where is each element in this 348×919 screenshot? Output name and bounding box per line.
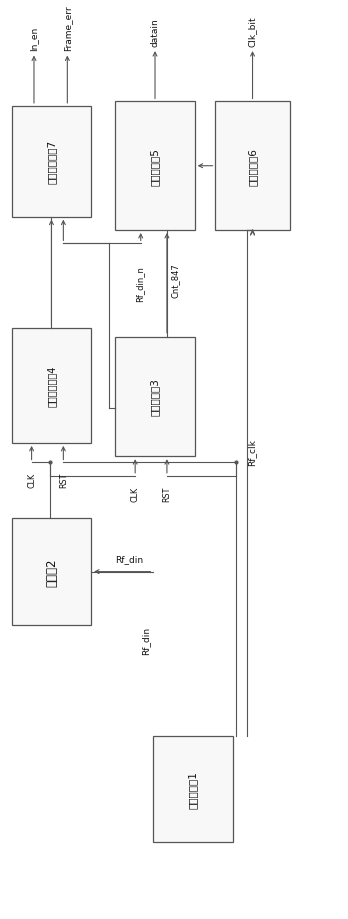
Text: Frame_err: Frame_err (63, 6, 72, 51)
Text: 数据帧指示器7: 数据帧指示器7 (46, 140, 56, 184)
Text: CLK: CLK (27, 472, 36, 488)
Text: 启动器2: 启动器2 (45, 558, 58, 586)
Bar (115, 102, 195, 231)
Text: Clk_bit: Clk_bit (248, 16, 257, 47)
Text: Cnt_847: Cnt_847 (171, 263, 180, 297)
Text: Rf_din: Rf_din (141, 626, 150, 654)
Text: In_en: In_en (30, 27, 39, 51)
Text: Rf_din: Rf_din (115, 554, 143, 563)
Bar (153, 736, 233, 843)
Text: RST: RST (163, 486, 172, 501)
Text: 数据解码器5: 数据解码器5 (150, 148, 160, 186)
Text: datain: datain (151, 17, 159, 47)
Text: 时钟产生器6: 时钟产生器6 (247, 148, 258, 186)
Bar (215, 102, 290, 231)
Text: RST: RST (59, 472, 68, 488)
Bar (12, 107, 91, 218)
Text: CLK: CLK (130, 486, 140, 501)
Bar (115, 337, 195, 457)
Text: Rf_clk: Rf_clk (247, 438, 256, 466)
Text: Rf_din_n: Rf_din_n (135, 266, 144, 301)
Text: 射频接收器1: 射频接收器1 (188, 770, 198, 808)
Text: 第一计数器3: 第一计数器3 (150, 378, 160, 416)
Bar (12, 328, 91, 444)
Text: 下降沿检测器4: 下降沿检测器4 (46, 365, 56, 406)
Bar (12, 519, 91, 625)
